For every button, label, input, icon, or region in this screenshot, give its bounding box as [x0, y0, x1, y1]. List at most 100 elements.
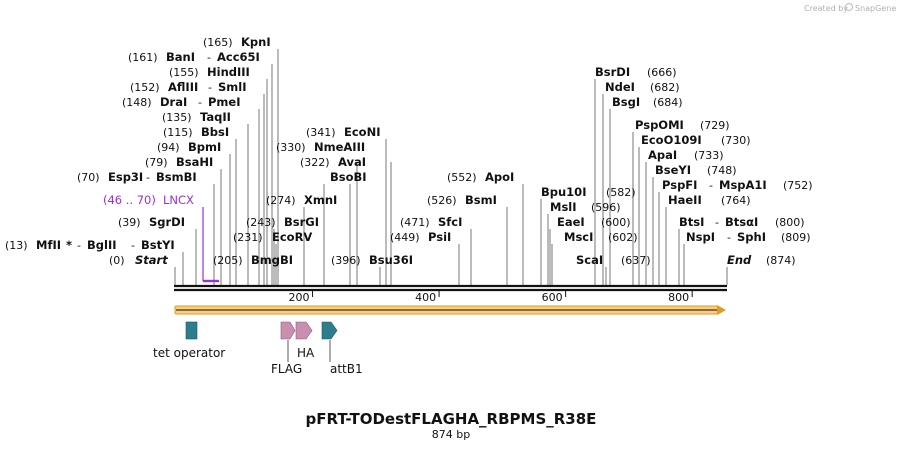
site-position: (526) [427, 194, 457, 207]
site-name[interactable]: TaqII [200, 110, 231, 124]
site-position: (135) [162, 111, 192, 124]
lncx-range: (46 .. 70) [103, 193, 156, 207]
site-name[interactable]: KpnI [241, 35, 271, 49]
site-name[interactable]: BbsI [201, 125, 229, 139]
site-name[interactable]: BstYI [141, 238, 175, 252]
site-position: (243) [246, 216, 276, 229]
site-name[interactable]: BseYI [655, 163, 691, 177]
site-separator: - [709, 179, 713, 192]
site-position: (0) [109, 254, 125, 267]
site-separator: - [207, 51, 211, 64]
site-name[interactable]: BsrGI [284, 215, 319, 229]
site-name[interactable]: Acc65I [217, 50, 260, 64]
site-name[interactable]: ScaI [576, 253, 603, 267]
site-name[interactable]: BsmI [465, 193, 497, 207]
site-name[interactable]: BglII [87, 238, 117, 252]
site-name[interactable]: BsrDI [595, 65, 630, 79]
site-name[interactable]: HindIII [207, 65, 250, 79]
site-position: (13) [5, 239, 28, 252]
site-name[interactable]: PsiI [428, 230, 451, 244]
leader-lines [174, 49, 728, 285]
site-name[interactable]: BmgBI [251, 253, 293, 267]
site-position: (582) [606, 186, 636, 199]
site-name[interactable]: BtsI [679, 215, 704, 229]
feature-attb1[interactable] [321, 321, 338, 340]
snapgene-logo-icon [844, 2, 854, 12]
site-name[interactable]: EaeI [557, 215, 585, 229]
site-position: (148) [122, 96, 152, 109]
site-name[interactable]: Bsu36I [369, 253, 413, 267]
site-separator: - [146, 171, 150, 184]
site-name[interactable]: PspFI [662, 178, 697, 192]
site-name[interactable]: MscI [564, 230, 593, 244]
site-name[interactable]: EcoNI [344, 125, 380, 139]
site-name[interactable]: PmeI [208, 95, 241, 109]
site-position: (752) [783, 179, 813, 192]
site-name[interactable]: BpmI [188, 140, 221, 154]
site-name[interactable]: BtsαI [725, 215, 758, 229]
site-separator: - [77, 239, 81, 252]
site-name[interactable]: ApaI [648, 148, 677, 162]
site-position: (94) [157, 141, 180, 154]
site-position: (684) [653, 96, 683, 109]
feature-ha[interactable] [295, 321, 313, 340]
site-name[interactable]: SphI [737, 230, 766, 244]
site-name[interactable]: EcoRV [272, 230, 312, 244]
orf-arrow[interactable] [174, 305, 726, 315]
site-name[interactable]: XmnI [304, 193, 337, 207]
site-position: (800) [775, 216, 805, 229]
feature-label-ha: HA [297, 346, 315, 360]
site-position: (79) [145, 156, 168, 169]
site-position: (330) [276, 141, 306, 154]
site-name[interactable]: BsmBI [156, 170, 197, 184]
site-name[interactable]: Bpu10I [541, 185, 586, 199]
features: tet operator FLAG HA attB1 [153, 321, 363, 376]
site-position: (205) [213, 254, 243, 267]
axis-tick-label: 400 [415, 291, 436, 304]
restriction-site-labels: (165) KpnI (161) BanI - Acc65I (155) Hin… [5, 35, 813, 267]
site-separator: - [208, 81, 212, 94]
lncx-primer[interactable]: (46 .. 70) LNCX [103, 193, 219, 283]
site-separator: - [198, 96, 202, 109]
site-name[interactable]: Esp3I [108, 170, 143, 184]
site-name[interactable]: MfII [36, 238, 61, 252]
site-name[interactable]: NmeAIII [314, 140, 365, 154]
site-name[interactable]: EcoO109I [641, 133, 702, 147]
feature-flag[interactable] [280, 321, 296, 340]
feature-tet-operator[interactable] [185, 321, 198, 340]
site-name[interactable]: BsgI [612, 95, 640, 109]
site-name[interactable]: HaeII [668, 193, 702, 207]
site-position: (231) [233, 231, 263, 244]
site-name[interactable]: SfcI [438, 215, 462, 229]
site-name[interactable]: SmlI [218, 80, 247, 94]
site-name[interactable]: BanI [166, 50, 195, 64]
site-name[interactable]: DraI [160, 95, 187, 109]
axis-tick-label: 600 [542, 291, 563, 304]
site-name[interactable]: ApoI [485, 170, 514, 184]
site-position: (70) [77, 171, 100, 184]
site-name[interactable]: PspOMI [635, 118, 684, 132]
site-position: (471) [400, 216, 430, 229]
site-name[interactable]: AvaI [338, 155, 366, 169]
site-name[interactable]: NspI [686, 230, 715, 244]
map-title: pFRT-TODestFLAGHA_RBPMS_R38E [306, 410, 597, 428]
site-name[interactable]: SgrDI [149, 215, 185, 229]
site-name[interactable]: BsoBI [330, 170, 367, 184]
orf-arrowhead [717, 305, 726, 315]
site-position: (161) [128, 51, 158, 64]
site-name[interactable]: AflIII [168, 80, 198, 94]
sequence-length: 874 bp [432, 428, 470, 441]
site-position: (115) [163, 126, 193, 139]
lncx-name: LNCX [163, 193, 194, 207]
site-position: (322) [300, 156, 330, 169]
site-name[interactable]: NdeI [605, 80, 635, 94]
site-name[interactable]: BsaHI [176, 155, 213, 169]
site-name[interactable]: MslI [550, 200, 577, 214]
site-position: (165) [203, 36, 233, 49]
feature-label-flag: FLAG [271, 362, 302, 376]
site-position: (152) [130, 81, 160, 94]
site-position: (637) [621, 254, 651, 267]
site-name[interactable]: MspA1I [719, 178, 767, 192]
snapgene-credit: Created by SnapGene [804, 2, 896, 13]
